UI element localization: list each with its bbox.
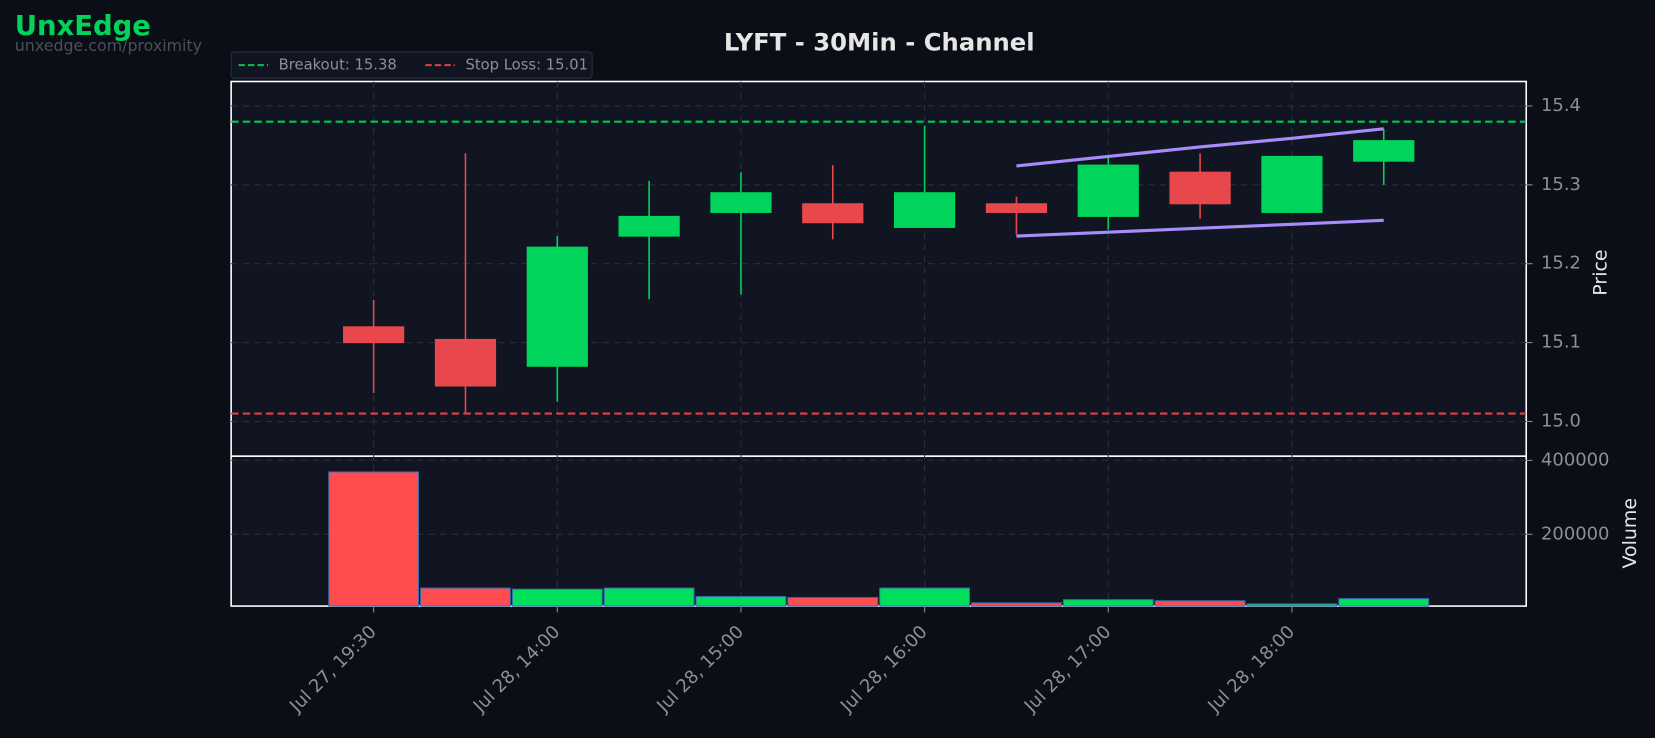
y-tick-label: 15.0 bbox=[1541, 410, 1581, 431]
chart-title: LYFT - 30Min - Channel bbox=[724, 27, 1035, 56]
y-tick-label: 15.2 bbox=[1541, 253, 1581, 274]
candle-body bbox=[1169, 171, 1231, 205]
legend-label: Breakout: 15.38 bbox=[279, 57, 397, 74]
volume-tick-label: 400000 bbox=[1541, 449, 1609, 470]
candle-body bbox=[526, 246, 588, 367]
volume-bar bbox=[879, 587, 970, 607]
volume-bar bbox=[511, 588, 603, 607]
candle-body bbox=[1261, 155, 1323, 213]
y-axis-label: Price bbox=[1590, 249, 1612, 295]
brand: UnxEdge bbox=[15, 11, 151, 42]
candle-body bbox=[343, 326, 405, 344]
y-tick-label: 15.3 bbox=[1541, 174, 1581, 195]
volume-bar bbox=[328, 471, 420, 607]
volume-bar bbox=[695, 596, 787, 607]
candle-body bbox=[434, 338, 497, 387]
volume-bar bbox=[787, 597, 879, 607]
volume-bar bbox=[1338, 598, 1430, 607]
y-tick-label: 15.4 bbox=[1541, 95, 1581, 116]
y-tick-label: 15.1 bbox=[1541, 332, 1581, 353]
candle-body bbox=[1077, 164, 1139, 217]
candle-body bbox=[1353, 140, 1415, 162]
candle-body bbox=[802, 203, 864, 224]
price-panel bbox=[230, 80, 1528, 457]
candle-body bbox=[710, 192, 772, 213]
legend bbox=[230, 51, 593, 79]
volume-tick-label: 200000 bbox=[1541, 523, 1609, 544]
candle-body bbox=[985, 203, 1048, 213]
volume-bar bbox=[1062, 599, 1154, 607]
channel-lower bbox=[1016, 218, 1384, 238]
channel-upper bbox=[1016, 127, 1384, 168]
volume-bar bbox=[1154, 600, 1246, 607]
volume-bar bbox=[1246, 603, 1338, 607]
legend-label: Stop Loss: 15.01 bbox=[465, 57, 588, 74]
volume-bar bbox=[603, 587, 695, 607]
candle-body bbox=[893, 192, 956, 228]
volume-bar bbox=[971, 602, 1062, 607]
volume-axis-label: Volume bbox=[1619, 498, 1641, 569]
candle-body bbox=[618, 215, 680, 237]
volume-panel bbox=[230, 455, 1528, 607]
brand-url: unxedge.com/proximity bbox=[15, 36, 202, 55]
volume-bar bbox=[420, 587, 511, 607]
